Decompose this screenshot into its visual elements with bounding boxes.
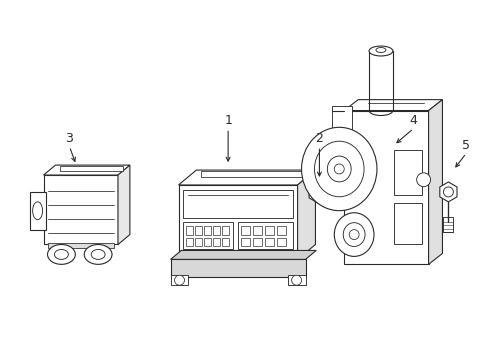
Ellipse shape <box>301 127 376 211</box>
Bar <box>252 226 262 235</box>
Bar <box>276 238 285 247</box>
Bar <box>238 222 292 249</box>
Text: 4: 4 <box>409 114 417 127</box>
Bar <box>47 243 114 248</box>
Bar <box>43 175 118 244</box>
Bar <box>264 238 273 247</box>
Bar <box>213 238 220 247</box>
Bar <box>241 238 249 247</box>
Polygon shape <box>344 100 442 111</box>
Bar <box>332 105 351 130</box>
Bar <box>195 226 202 235</box>
Ellipse shape <box>368 46 392 56</box>
Bar <box>201 171 308 177</box>
Bar <box>264 226 273 235</box>
Bar <box>186 238 193 247</box>
Bar <box>61 166 122 171</box>
Ellipse shape <box>443 187 452 197</box>
Polygon shape <box>118 165 130 244</box>
Text: 3: 3 <box>65 132 73 145</box>
Ellipse shape <box>291 275 301 285</box>
Ellipse shape <box>91 249 105 260</box>
Bar <box>222 238 229 247</box>
Ellipse shape <box>174 275 184 285</box>
Text: 1: 1 <box>224 114 232 127</box>
Bar <box>344 111 427 264</box>
Polygon shape <box>427 100 442 264</box>
Ellipse shape <box>314 141 364 197</box>
Bar <box>183 222 233 249</box>
Ellipse shape <box>54 249 68 260</box>
Bar <box>170 260 305 277</box>
Ellipse shape <box>416 173 429 187</box>
Ellipse shape <box>334 164 344 174</box>
Bar <box>393 203 421 244</box>
Ellipse shape <box>326 156 350 182</box>
Ellipse shape <box>33 202 42 220</box>
Polygon shape <box>178 170 315 185</box>
Bar <box>183 190 292 218</box>
Bar <box>276 226 285 235</box>
Bar <box>170 275 188 285</box>
Polygon shape <box>308 180 329 204</box>
Bar <box>204 238 211 247</box>
Ellipse shape <box>375 48 385 53</box>
Polygon shape <box>43 165 130 175</box>
Bar <box>393 150 421 195</box>
Bar <box>195 238 202 247</box>
Bar <box>213 226 220 235</box>
Bar <box>30 192 45 230</box>
Ellipse shape <box>348 230 358 239</box>
Bar <box>241 226 249 235</box>
Ellipse shape <box>316 189 322 195</box>
Bar <box>222 226 229 235</box>
Bar <box>178 185 297 260</box>
Bar <box>204 226 211 235</box>
Polygon shape <box>297 170 315 260</box>
Text: 5: 5 <box>461 139 469 152</box>
Polygon shape <box>170 251 316 260</box>
Bar <box>443 217 452 231</box>
Ellipse shape <box>47 244 75 264</box>
Ellipse shape <box>84 244 112 264</box>
Bar <box>252 238 262 247</box>
Bar <box>287 275 305 285</box>
Ellipse shape <box>334 213 373 256</box>
Polygon shape <box>439 182 456 202</box>
Ellipse shape <box>343 223 365 247</box>
Text: 2: 2 <box>315 132 323 145</box>
Bar <box>186 226 193 235</box>
Ellipse shape <box>313 186 325 198</box>
